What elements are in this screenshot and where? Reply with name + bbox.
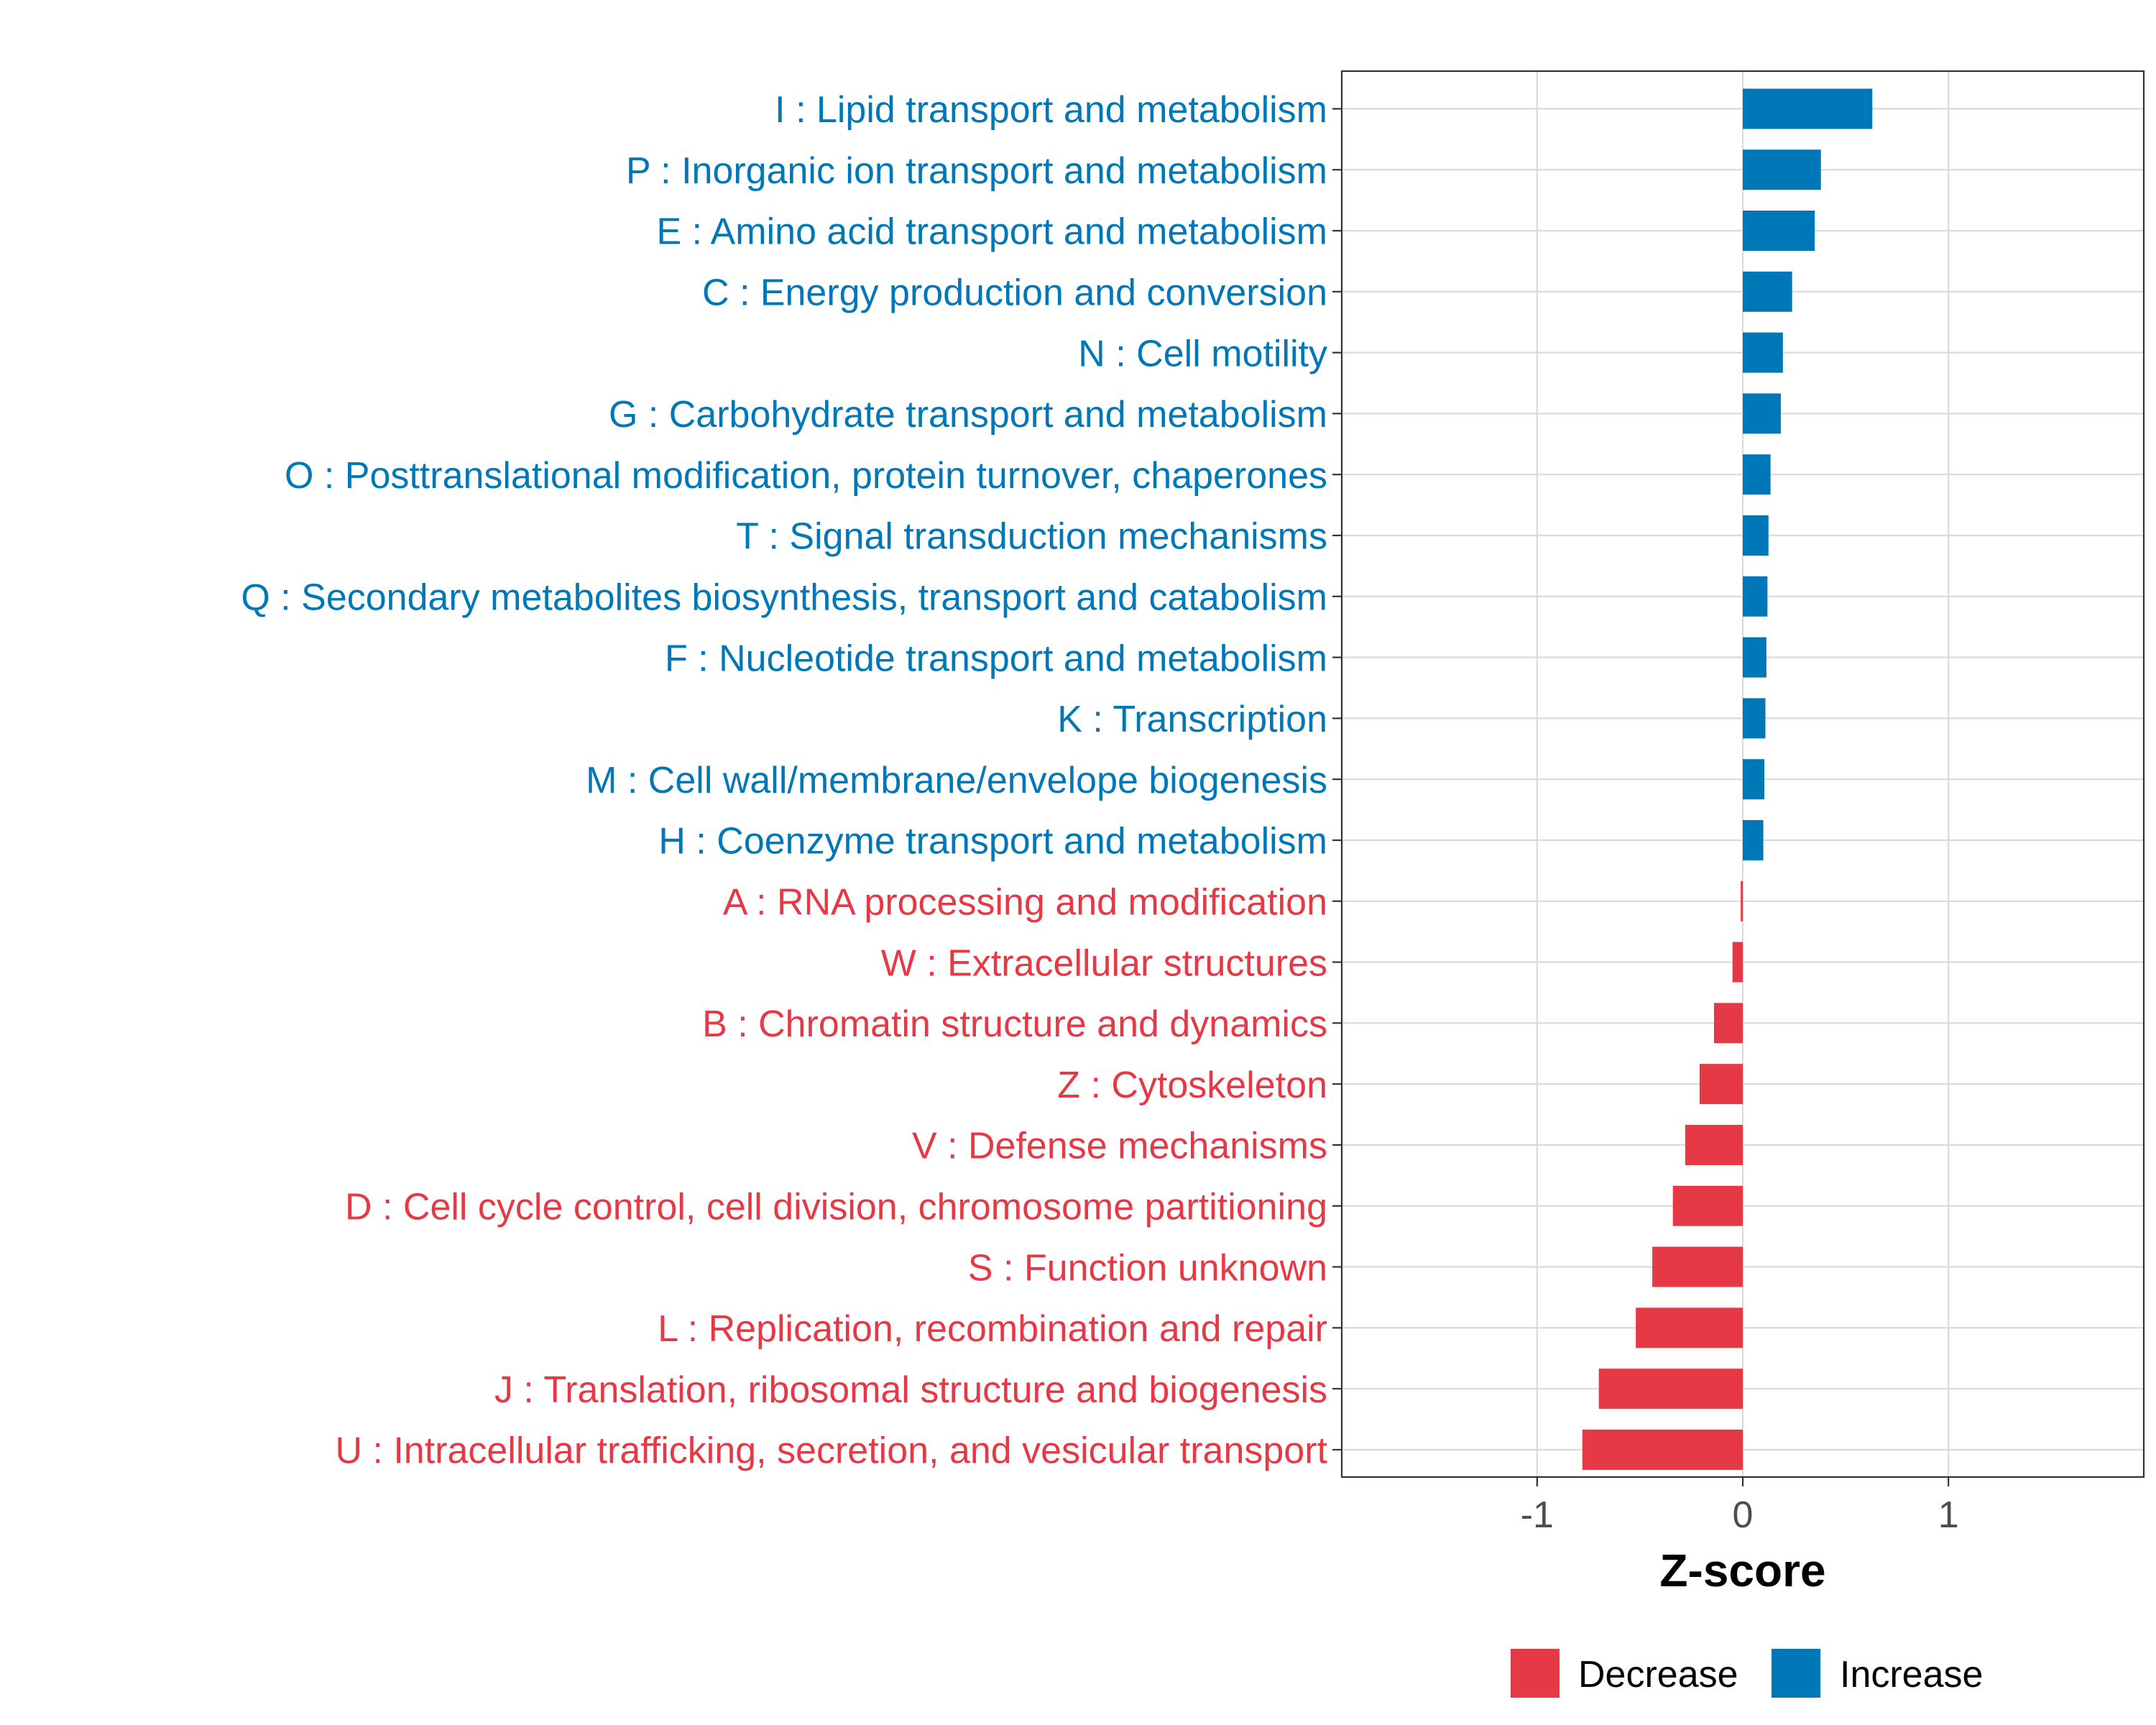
bar: [1672, 1185, 1743, 1226]
y-tick-label: E : Amino acid transport and metabolism: [656, 211, 1327, 253]
x-tick-label: 0: [1733, 1494, 1754, 1536]
bar: [1743, 759, 1765, 800]
y-tick-label: P : Inorganic ion transport and metaboli…: [626, 150, 1327, 192]
bar: [1713, 1003, 1743, 1044]
y-tick-label: A : RNA processing and modification: [723, 882, 1327, 924]
y-axis-category-labels: I : Lipid transport and metabolism P : In…: [241, 89, 1327, 1472]
y-tick-label: M : Cell wall/membrane/envelope biogenes…: [586, 760, 1327, 801]
x-axis-ticks: [1536, 1477, 1950, 1486]
y-tick-label: L : Replication, recombination and repai…: [658, 1308, 1327, 1350]
y-tick-label: K : Transcription: [1057, 699, 1327, 740]
bar: [1743, 698, 1766, 739]
y-tick-label: G : Carbohydrate transport and metabolis…: [609, 394, 1327, 436]
x-axis-tick-labels: -1 0 1: [1521, 1494, 1959, 1536]
y-tick-label: I : Lipid transport and metabolism: [775, 89, 1327, 131]
y-tick-label: J : Translation, ribosomal structure and…: [494, 1369, 1327, 1411]
legend-label-increase: Increase: [1840, 1654, 1983, 1696]
y-tick-label: O : Posttranslational modification, prot…: [285, 455, 1327, 497]
y-tick-label: T : Signal transduction mechanisms: [736, 516, 1327, 558]
bar: [1582, 1430, 1743, 1470]
bar: [1743, 88, 1873, 129]
y-tick-label: H : Coenzyme transport and metabolism: [658, 821, 1327, 862]
y-tick-label: N : Cell motility: [1078, 333, 1327, 374]
bar: [1685, 1125, 1743, 1165]
bar: [1743, 576, 1768, 617]
legend: Decrease Increase: [1511, 1649, 1983, 1698]
x-tick-label: 1: [1938, 1494, 1959, 1536]
bar: [1636, 1307, 1743, 1348]
bar: [1743, 271, 1792, 312]
y-tick-label: W : Extracellular structures: [881, 942, 1327, 984]
legend-label-decrease: Decrease: [1578, 1654, 1738, 1696]
y-tick-label: Z : Cytoskeleton: [1057, 1064, 1327, 1106]
bar: [1743, 820, 1764, 860]
y-tick-label: C : Energy production and conversion: [702, 272, 1327, 314]
bar: [1743, 637, 1766, 678]
bar: [1743, 454, 1771, 495]
bar: [1743, 211, 1815, 251]
bar: [1598, 1368, 1743, 1409]
y-tick-label: D : Cell cycle control, cell division, c…: [345, 1187, 1327, 1228]
y-tick-label: U : Intracellular trafficking, secretion…: [335, 1430, 1327, 1472]
bar: [1743, 393, 1781, 434]
y-tick-label: F : Nucleotide transport and metabolism: [665, 638, 1327, 679]
y-tick-label: S : Function unknown: [968, 1247, 1327, 1289]
legend-swatch-decrease: [1511, 1649, 1560, 1698]
bar: [1652, 1246, 1743, 1287]
y-tick-label: Q : Secondary metabolites biosynthesis, …: [241, 577, 1327, 619]
y-axis-ticks: [1332, 108, 1342, 1451]
bar: [1741, 880, 1743, 921]
y-tick-label: V : Defense mechanisms: [912, 1126, 1327, 1167]
x-axis-title: Z-score: [1659, 1545, 1825, 1596]
bar: [1743, 150, 1821, 190]
bar: [1732, 942, 1743, 983]
bar: [1743, 332, 1783, 373]
legend-swatch-increase: [1772, 1649, 1820, 1698]
y-tick-label: B : Chromatin structure and dynamics: [702, 1003, 1327, 1045]
bar-series: [1582, 88, 1873, 1470]
bar: [1743, 515, 1769, 556]
bar: [1699, 1064, 1743, 1105]
x-tick-label: -1: [1521, 1494, 1554, 1536]
